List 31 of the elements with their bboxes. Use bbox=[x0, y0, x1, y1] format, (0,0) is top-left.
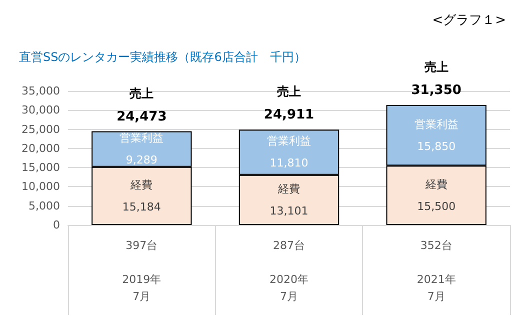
total-label: 24,911 bbox=[264, 108, 314, 123]
text: 経費 bbox=[425, 178, 448, 191]
annotation: 売上 bbox=[424, 60, 448, 74]
data-label: 13,101 bbox=[270, 204, 308, 218]
text: <グラフ１> bbox=[432, 13, 506, 28]
series-label: 経費 bbox=[277, 182, 300, 196]
category-label: 287台 2020年 7月 bbox=[270, 239, 308, 303]
y-tick-label: 15,000 bbox=[22, 161, 60, 174]
y-tick-label: 25,000 bbox=[22, 122, 60, 136]
text: 経費 bbox=[130, 178, 153, 192]
chart-title: 直営SSのレンタカー実績推移（既存6店合計 千円） bbox=[19, 50, 306, 64]
y-tick-label: 35,000 bbox=[22, 84, 60, 98]
data-label: 15,500 bbox=[417, 200, 456, 213]
category-label: 397台 2019年 7月 bbox=[122, 239, 162, 303]
annotation: 売上 bbox=[277, 84, 301, 99]
data-label: 15,184 bbox=[122, 200, 161, 214]
y-tick-label: 5,000 bbox=[28, 199, 60, 212]
total-label: 31,350 bbox=[411, 82, 462, 98]
annotation: 売上 bbox=[130, 86, 154, 100]
text: 営業利益 bbox=[267, 134, 311, 148]
category-label: 352台 2021年 7月 bbox=[416, 239, 456, 303]
y-tick-label: 30,000 bbox=[22, 104, 60, 117]
text: 営業利益 bbox=[414, 118, 458, 131]
data-label: 11,810 bbox=[270, 156, 308, 170]
data-label: 9,289 bbox=[126, 154, 158, 167]
total-label: 24,473 bbox=[116, 109, 167, 124]
data-label: 15,850 bbox=[417, 140, 456, 153]
y-tick-label: 0 bbox=[53, 218, 60, 232]
series-label: 営業利益 bbox=[120, 132, 164, 145]
y-tick-label: 20,000 bbox=[22, 142, 60, 155]
y-tick-label: 10,000 bbox=[22, 180, 60, 194]
